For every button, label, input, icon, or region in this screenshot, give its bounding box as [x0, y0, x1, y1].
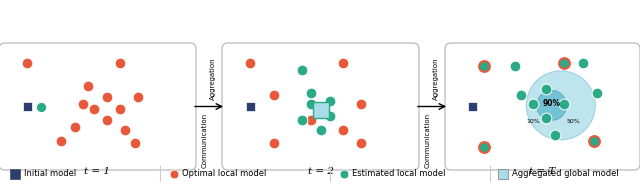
Point	[589, 139, 599, 142]
Point	[269, 93, 280, 96]
Point	[297, 68, 307, 71]
Point	[120, 128, 131, 131]
Text: Initial model: Initial model	[24, 169, 76, 178]
Point	[515, 93, 525, 96]
Point	[578, 61, 588, 64]
Bar	[468, 102, 477, 111]
Point	[479, 65, 489, 68]
Point	[269, 142, 280, 145]
Point	[479, 145, 489, 148]
FancyBboxPatch shape	[0, 43, 196, 170]
Point	[115, 107, 125, 110]
Point	[356, 103, 366, 106]
Point	[316, 128, 326, 131]
Bar	[246, 102, 255, 111]
Point	[245, 61, 255, 64]
Text: Communication: Communication	[202, 112, 208, 168]
Bar	[10, 169, 20, 179]
Point	[550, 134, 561, 137]
Bar	[498, 169, 508, 179]
Point	[306, 119, 316, 122]
Text: Optimal local model: Optimal local model	[182, 169, 266, 178]
Text: 90%: 90%	[543, 99, 561, 108]
Text: Aggregated global model: Aggregated global model	[512, 169, 619, 178]
Point	[102, 96, 112, 99]
Point	[592, 91, 602, 94]
Point	[77, 103, 88, 106]
Point	[339, 173, 349, 176]
Point	[479, 145, 489, 148]
Point	[479, 65, 489, 68]
Point	[337, 61, 348, 64]
Point	[510, 65, 520, 68]
Point	[306, 103, 316, 106]
Point	[559, 61, 570, 64]
Point	[169, 173, 179, 176]
Point	[115, 61, 125, 64]
Point	[528, 103, 538, 106]
Point	[22, 61, 32, 64]
Bar	[312, 102, 328, 118]
Point	[133, 96, 143, 99]
Text: Estimated local model: Estimated local model	[352, 169, 445, 178]
Circle shape	[537, 90, 566, 120]
Text: 50%: 50%	[567, 119, 580, 124]
Point	[297, 119, 307, 122]
Point	[324, 99, 335, 102]
Point	[70, 126, 81, 129]
FancyBboxPatch shape	[222, 43, 419, 170]
Point	[541, 116, 551, 119]
Text: t = 1: t = 1	[84, 167, 111, 176]
Text: 10%: 10%	[527, 119, 541, 124]
Point	[102, 119, 112, 122]
Point	[541, 88, 551, 91]
Circle shape	[526, 71, 595, 140]
Point	[83, 84, 93, 87]
Point	[337, 128, 348, 131]
Point	[324, 114, 335, 117]
Text: Communication: Communication	[425, 112, 431, 168]
Point	[324, 114, 335, 117]
Point	[36, 105, 46, 108]
Text: t = T: t = T	[529, 167, 556, 176]
Text: Aggregation: Aggregation	[210, 58, 216, 100]
Point	[559, 61, 570, 64]
Point	[356, 142, 366, 145]
Point	[129, 142, 140, 145]
Point	[56, 139, 66, 142]
Bar	[22, 102, 32, 111]
Point	[589, 139, 599, 142]
Point	[559, 103, 570, 106]
FancyBboxPatch shape	[445, 43, 640, 170]
Point	[306, 91, 316, 94]
Text: t = 2: t = 2	[307, 167, 333, 176]
Text: Aggregation: Aggregation	[433, 58, 439, 100]
Point	[89, 107, 99, 110]
